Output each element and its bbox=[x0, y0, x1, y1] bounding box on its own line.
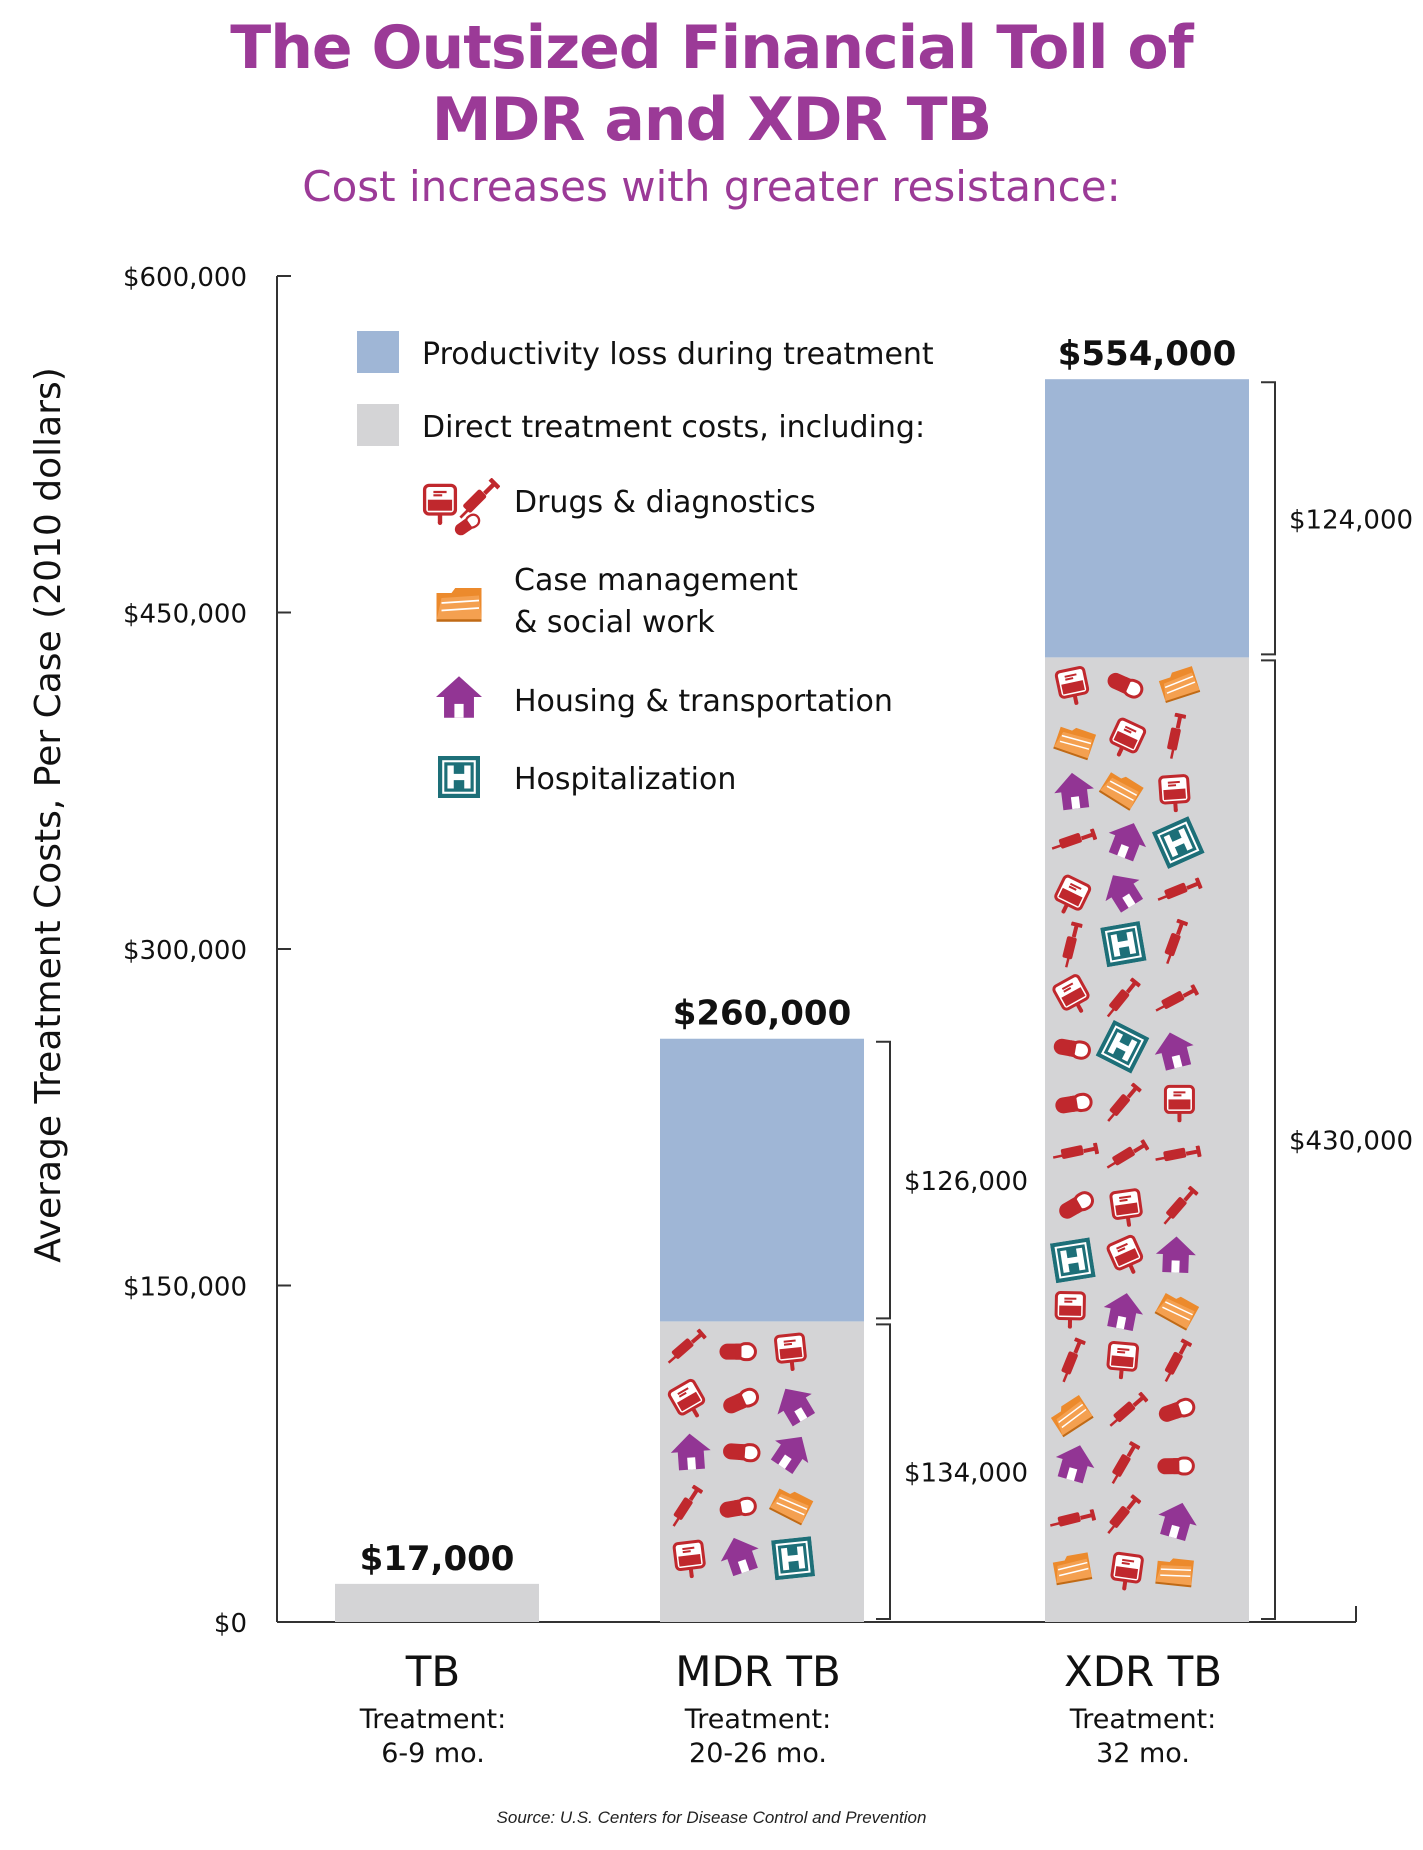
legend-label-case-line1: Case management bbox=[514, 563, 798, 598]
segment-value-label: $134,000 bbox=[904, 1459, 1028, 1489]
legend-label-direct: Direct treatment costs, including: bbox=[422, 410, 925, 445]
bar-total-label: $260,000 bbox=[673, 994, 852, 1034]
x-category-label: MDR TB bbox=[675, 1647, 841, 1696]
bar-xdr-tb-segment-1 bbox=[1045, 379, 1249, 658]
segment-value-label: $124,000 bbox=[1289, 505, 1413, 535]
y-axis-label: Average Treatment Costs, Per Case (2010 … bbox=[28, 367, 69, 1263]
x-category-note: 6-9 mo. bbox=[381, 1738, 485, 1769]
y-axis-ticks: $0 $150,000 $300,000 $450,000 $600,000 bbox=[123, 263, 291, 1639]
chart-subtitle: Cost increases with greater resistance: bbox=[302, 162, 1121, 211]
segment-bracket bbox=[1261, 659, 1276, 1620]
y-tick-label: $600,000 bbox=[123, 263, 247, 293]
y-tick-label: $150,000 bbox=[123, 1273, 247, 1303]
segment-bracket bbox=[1261, 381, 1276, 656]
segment-value-label: $430,000 bbox=[1289, 1127, 1413, 1157]
legend-label-hospital: Hospitalization bbox=[514, 762, 736, 797]
bar-total-label: $17,000 bbox=[360, 1539, 515, 1579]
y-tick-label: $300,000 bbox=[123, 936, 247, 966]
legend-label-case-line2: & social work bbox=[514, 605, 715, 640]
legend-drugs-icon bbox=[425, 479, 499, 540]
legend-case-icon bbox=[435, 586, 483, 622]
pattern-icon bbox=[1154, 1555, 1195, 1588]
bar-labels: $17,000 $260,000 $134,000 $126,000 $554,000 $… bbox=[360, 334, 1413, 1579]
x-category-note: Treatment: bbox=[684, 1704, 831, 1735]
bar-mdr-tb-segment-0 bbox=[660, 1321, 864, 1622]
legend: Productivity loss during treatment Direc… bbox=[357, 331, 934, 798]
legend-hospital-icon bbox=[438, 756, 480, 798]
pattern-icon bbox=[717, 1342, 757, 1362]
pattern-icon bbox=[771, 1536, 815, 1580]
chart-title-line2: MDR and XDR TB bbox=[431, 85, 992, 155]
segment-brackets bbox=[876, 381, 1276, 1620]
x-category-note: 32 mo. bbox=[1096, 1738, 1190, 1769]
bar-mdr-tb-segment-1 bbox=[660, 1038, 864, 1322]
legend-swatch-direct bbox=[357, 404, 399, 446]
x-category-note: Treatment: bbox=[1069, 1704, 1216, 1735]
bar-total-label: $554,000 bbox=[1058, 334, 1237, 374]
y-tick-label: $450,000 bbox=[123, 600, 247, 630]
x-category-label: TB bbox=[405, 1647, 460, 1696]
pattern-icon bbox=[1155, 1456, 1196, 1476]
y-tick-label: $0 bbox=[214, 1609, 247, 1639]
x-category-label: XDR TB bbox=[1064, 1647, 1222, 1696]
segment-value-label: $126,000 bbox=[904, 1167, 1028, 1197]
bar-tb-segment-0 bbox=[335, 1583, 539, 1622]
legend-housing-icon bbox=[436, 676, 482, 718]
pattern-icon bbox=[721, 1441, 762, 1463]
legend-label-housing: Housing & transportation bbox=[514, 684, 893, 719]
x-category-note: 20-26 mo. bbox=[689, 1738, 827, 1769]
chart-title-line1: The Outsized Financial Toll of bbox=[230, 13, 1193, 83]
source-note: Source: U.S. Centers for Disease Control… bbox=[496, 1808, 927, 1827]
segment-bracket bbox=[876, 1040, 891, 1320]
segment-bracket bbox=[876, 1323, 891, 1620]
legend-label-drugs: Drugs & diagnostics bbox=[514, 485, 816, 520]
x-category-note: Treatment: bbox=[359, 1704, 506, 1735]
legend-swatch-productivity bbox=[357, 331, 399, 373]
legend-label-productivity: Productivity loss during treatment bbox=[422, 337, 934, 372]
pattern-icon bbox=[1050, 1237, 1096, 1283]
pattern-icon bbox=[1100, 921, 1146, 967]
